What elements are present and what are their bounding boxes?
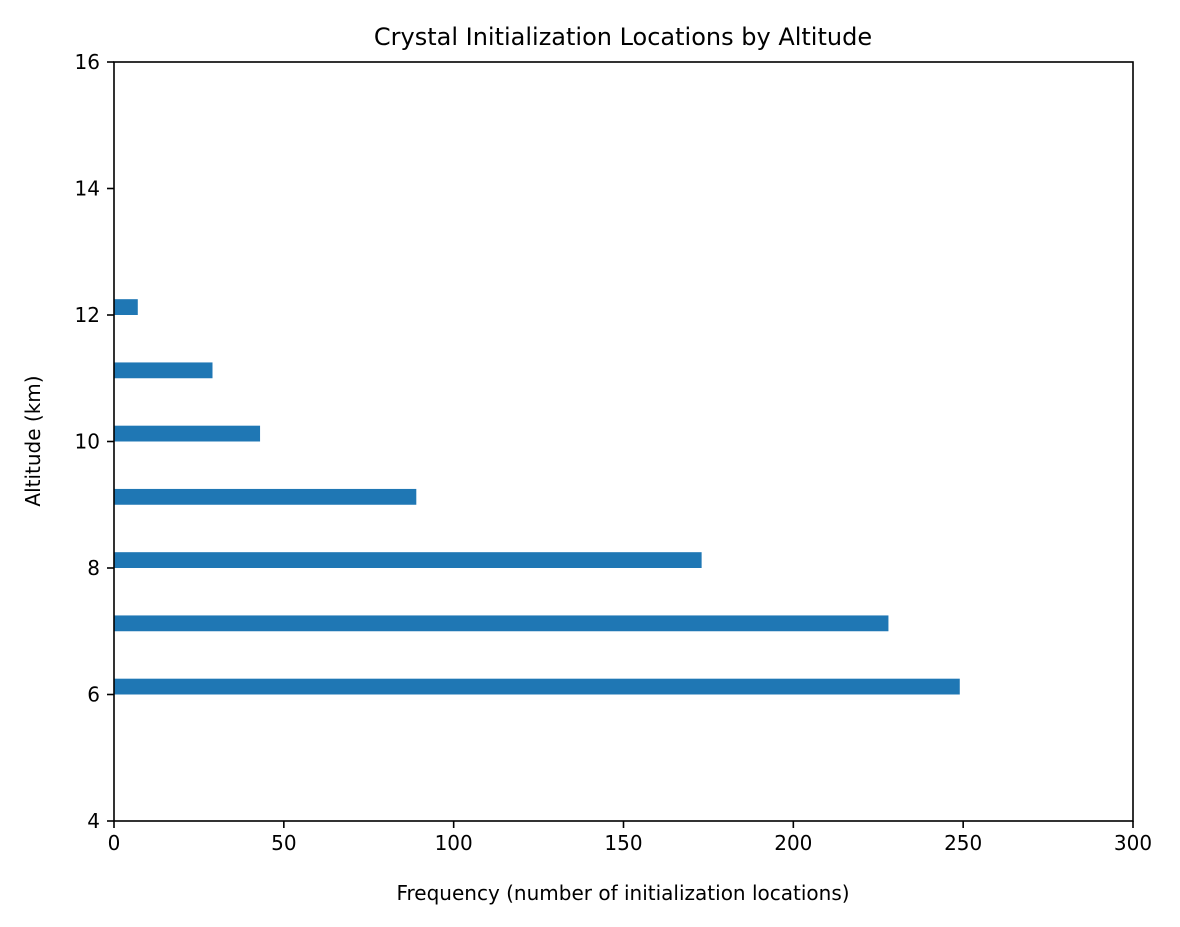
x-axis: 0 50 100 150 200 250 300 — [108, 821, 1152, 855]
y-tick-label: 10 — [75, 430, 100, 454]
y-tick-label: 12 — [75, 303, 100, 327]
chart-title: Crystal Initialization Locations by Alti… — [374, 23, 872, 51]
x-tick-label: 100 — [435, 831, 473, 855]
bar-12km — [114, 299, 138, 315]
bars-group — [114, 299, 960, 695]
y-tick-label: 16 — [75, 50, 100, 74]
y-axis-label: Altitude (km) — [21, 375, 45, 506]
bar-7km — [114, 615, 889, 632]
x-tick-label: 150 — [604, 831, 642, 855]
x-tick-label: 200 — [774, 831, 812, 855]
bar-11km — [114, 362, 213, 379]
y-tick-label: 8 — [87, 556, 100, 580]
x-tick-label: 50 — [271, 831, 296, 855]
bar-9km — [114, 488, 417, 505]
x-axis-label: Frequency (number of initialization loca… — [396, 881, 849, 905]
bar-8km — [114, 552, 702, 568]
bar-6km — [114, 678, 960, 695]
x-tick-label: 250 — [944, 831, 982, 855]
y-tick-label: 6 — [87, 683, 100, 707]
x-tick-label: 300 — [1114, 831, 1152, 855]
y-tick-label: 14 — [75, 177, 100, 201]
plot-frame — [113, 61, 1134, 822]
y-axis: 4 6 8 10 12 14 16 — [75, 50, 114, 833]
y-tick-label: 4 — [87, 809, 100, 833]
bar-10km — [114, 425, 261, 442]
x-tick-label: 0 — [108, 831, 121, 855]
